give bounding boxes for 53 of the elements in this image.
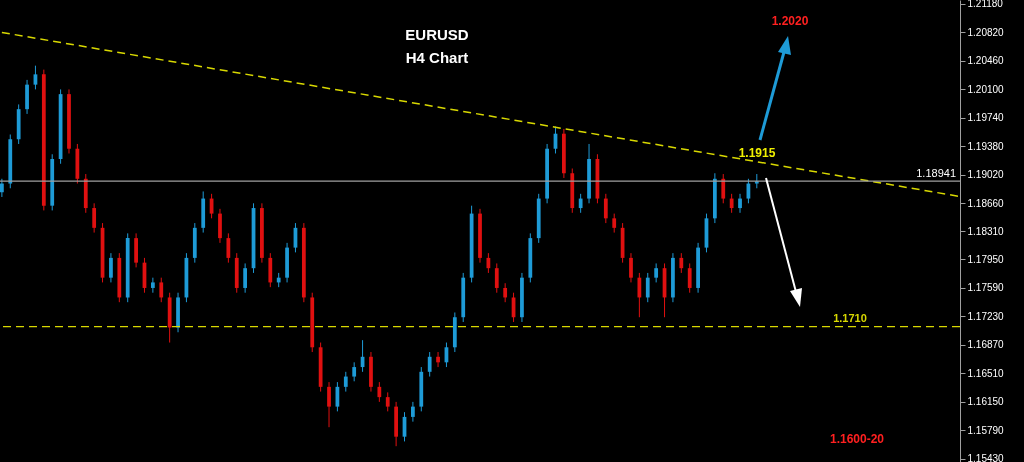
candlestick: [436, 351, 440, 368]
candlestick: [637, 272, 642, 318]
candlestick: [411, 401, 415, 423]
candlestick: [92, 202, 97, 234]
y-tick-label: 1.16150: [967, 396, 1005, 408]
y-tick-label: 1.18310: [967, 225, 1005, 237]
candlestick: [503, 282, 508, 303]
y-tick-label: 1.16870: [967, 339, 1005, 351]
y-tick-label: 1.19380: [967, 140, 1005, 152]
y-tick-label: 1.20460: [967, 55, 1005, 67]
y-tick-label: 1.17950: [967, 253, 1005, 265]
ref-line-label: 1.18941: [916, 167, 956, 180]
candlestick: [612, 213, 617, 234]
candlestick: [738, 193, 742, 214]
candlestick: [721, 173, 726, 204]
candlestick: [352, 361, 357, 382]
candlestick: [494, 262, 499, 294]
annotation: 1.1600-20: [829, 432, 885, 446]
candlestick: [427, 351, 432, 378]
y-tick-label: 1.16510: [967, 367, 1005, 379]
candlestick: [687, 262, 692, 294]
y-tick-label: 1.20820: [967, 26, 1005, 38]
annotation: 1.2020: [771, 14, 809, 28]
candlestick: [645, 272, 650, 303]
ref-line-label: 1.1710: [833, 311, 867, 324]
candlestick: [629, 252, 633, 283]
y-tick-label: 1.17230: [967, 310, 1005, 322]
y-tick-label: 1.15430: [967, 453, 1005, 462]
y-tick-label: 1.20100: [967, 83, 1005, 95]
y-tick-label: 1.17590: [967, 282, 1005, 294]
y-tick-label: 1.15790: [967, 424, 1005, 436]
candlestick: [327, 381, 331, 428]
candlestick: [377, 381, 382, 403]
annotation: 1.1915: [738, 146, 776, 160]
candlestick: [0, 178, 4, 198]
y-tick-label: 1.19740: [967, 112, 1005, 124]
candlestick: [654, 262, 659, 283]
candlestick: [226, 232, 231, 264]
candlestick: [729, 193, 734, 214]
candlestick: [243, 262, 248, 294]
candlestick: [385, 391, 390, 412]
candlestick: [679, 252, 684, 274]
y-tick-label: 1.19020: [967, 169, 1005, 181]
candlestick: [109, 252, 113, 283]
candlestick: [150, 277, 155, 294]
candlestick: [578, 193, 583, 214]
text: H4 Chart: [405, 49, 469, 66]
y-tick-label: 1.18660: [967, 197, 1005, 209]
text: EURUSD: [405, 26, 469, 43]
candlestick: [603, 193, 608, 224]
y-tick-label: 1.21180: [967, 0, 1004, 10]
candlestick: [159, 277, 164, 303]
candlestick: [343, 371, 348, 393]
